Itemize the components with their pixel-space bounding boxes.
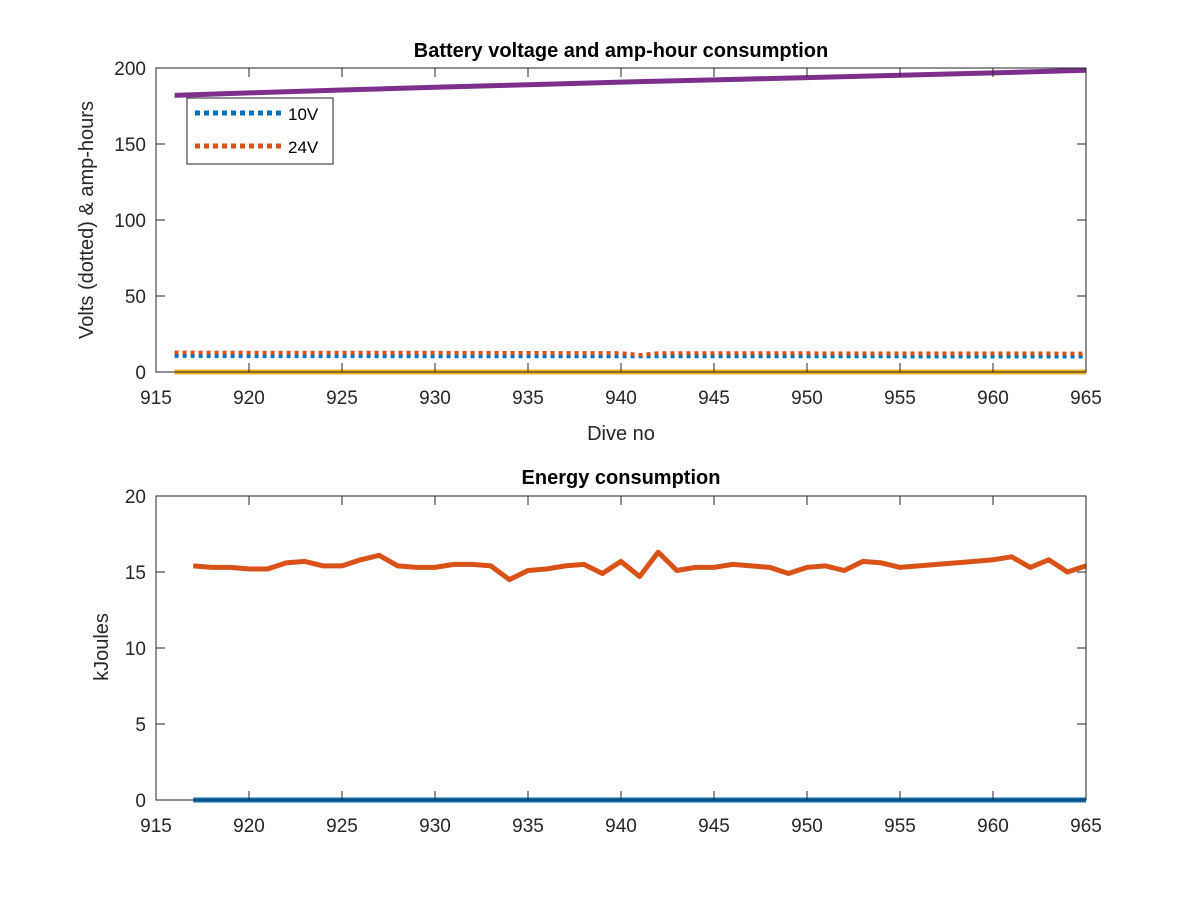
chart-energy-xtick-label: 965 — [1070, 816, 1102, 837]
chart-battery-ylabel: Volts (dotted) & amp-hours — [76, 101, 98, 339]
chart-energy-xtick-label: 925 — [326, 816, 358, 837]
chart-battery-series-10v — [174, 353, 1086, 359]
chart-battery-title: Battery voltage and amp-hour consumption — [414, 40, 828, 62]
chart-energy-ytick-label: 20 — [125, 487, 146, 508]
legend-label-24v: 24V — [288, 138, 319, 157]
chart-battery-plot-area: 915 920 925 930 935 940 945 950 955 960 965 0 50 100 1… — [114, 59, 1102, 409]
chart-energy-ylabel: kJoules — [91, 613, 113, 681]
chart-battery-xtick-label: 915 — [140, 388, 172, 409]
chart-energy-series-line-2 — [192, 549, 1087, 583]
chart-battery-ytick-label: 150 — [114, 135, 146, 156]
chart-battery-xtick-label: 960 — [977, 388, 1009, 409]
chart-battery-xtick-label: 965 — [1070, 388, 1102, 409]
chart-energy-ytick-label: 10 — [125, 639, 146, 660]
chart-energy-ytick-label: 0 — [135, 791, 146, 812]
chart-energy: Energy consumption 915 920 925 930 935 940 945… — [91, 467, 1102, 837]
chart-battery-xtick-label: 940 — [605, 388, 637, 409]
chart-energy-xtick-label: 915 — [140, 816, 172, 837]
chart-energy-xtick-label: 935 — [512, 816, 544, 837]
chart-battery-xtick-label: 935 — [512, 388, 544, 409]
legend-box — [186, 97, 334, 165]
chart-battery-ytick-label: 0 — [135, 363, 146, 384]
chart-battery-xtick-label: 925 — [326, 388, 358, 409]
chart-energy-ytick-label: 5 — [135, 715, 146, 736]
chart-energy-xtick-label: 960 — [977, 816, 1009, 837]
chart-energy-xtick-label: 920 — [233, 816, 265, 837]
chart-battery-xtick-label: 920 — [233, 388, 265, 409]
chart-battery-ytick-label: 100 — [114, 211, 146, 232]
chart-energy-xtick-label: 955 — [884, 816, 916, 837]
chart-energy-ytick-label: 15 — [125, 563, 146, 584]
chart-energy-xtick-label: 940 — [605, 816, 637, 837]
chart-battery-series-line-4 — [174, 67, 1087, 98]
chart-battery-xtick-label: 930 — [419, 388, 451, 409]
chart-battery-xtick-label: 945 — [698, 388, 730, 409]
chart-battery-xtick-label: 950 — [791, 388, 823, 409]
chart-battery: Battery voltage and amp-hour consumption… — [76, 40, 1102, 445]
chart-battery-xlabel: Dive no — [587, 423, 655, 445]
chart-battery-ytick-label: 200 — [114, 59, 146, 80]
chart-battery-series-24v — [174, 350, 1087, 357]
chart-energy-plot-area: 915 920 925 930 935 940 945 950 955 960 965 0 5 10 15 2… — [125, 487, 1102, 837]
chart-battery-ytick-label: 50 — [125, 287, 146, 308]
chart-energy-xtick-label: 945 — [698, 816, 730, 837]
chart-battery-legend: 10V 24V — [186, 97, 334, 165]
chart-energy-xtick-label: 950 — [791, 816, 823, 837]
chart-battery-xtick-label: 955 — [884, 388, 916, 409]
chart-energy-title: Energy consumption — [522, 467, 721, 489]
legend-label-10v: 10V — [288, 105, 319, 124]
chart-energy-xtick-label: 930 — [419, 816, 451, 837]
